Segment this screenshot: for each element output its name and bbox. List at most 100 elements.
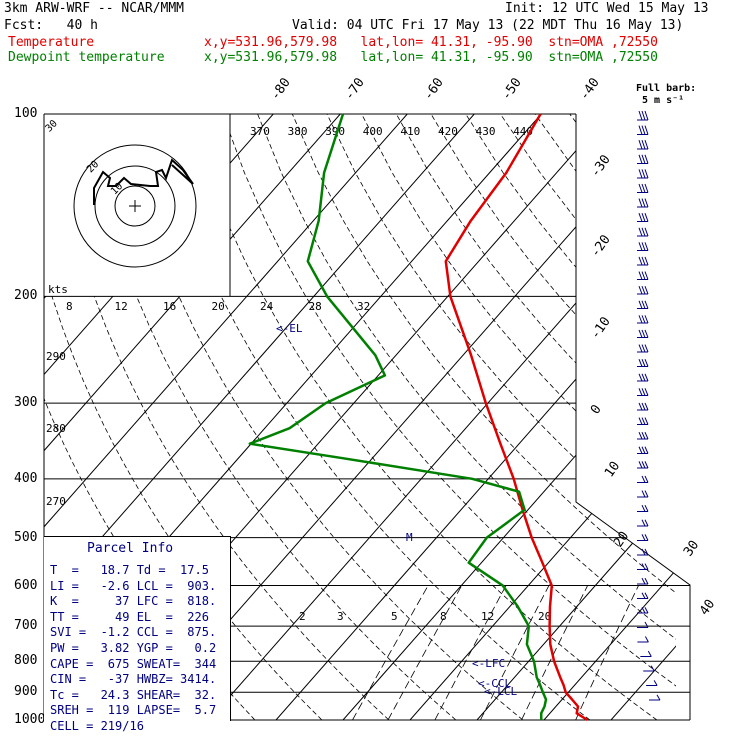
wind-barb-flag (638, 198, 643, 208)
wind-barb-flag (644, 110, 649, 121)
wind-barb-flag (641, 417, 646, 425)
wind-barb-flag (656, 694, 661, 701)
wind-barb-flag (638, 358, 643, 367)
mixing-ratio-label: 5 (391, 610, 398, 623)
isotherm-label: -80 (268, 75, 294, 103)
pressure-tick-label: 900 (14, 684, 38, 700)
wind-barb-flag (644, 417, 649, 425)
wind-barb-flag (638, 417, 643, 425)
theta-side-label: 290 (46, 350, 66, 363)
dry-adiabat (222, 114, 676, 687)
wind-barb-flag (644, 140, 649, 150)
hodograph-trace (93, 158, 194, 205)
wind-barb-flag (644, 329, 649, 338)
theta-label: 380 (288, 125, 308, 138)
wind-barb-flag (638, 315, 643, 324)
lfc-level-label: <-LFC (472, 657, 505, 670)
wind-barb-flag (641, 125, 646, 135)
mixing-ratio-line (480, 585, 550, 720)
wind-barb-flag (641, 227, 646, 237)
parcel-info-row: TT = 49 EL = 226 (50, 609, 209, 624)
theta-label: 410 (400, 125, 420, 138)
dewpoint-legend-label: Dewpoint temperature (8, 50, 165, 65)
dry-adiabat (44, 267, 323, 720)
temperature-legend-label: Temperature (8, 35, 95, 50)
wind-barb-flag (638, 213, 643, 222)
wind-barb-flag (641, 169, 646, 179)
wind-barb-flag (641, 519, 646, 527)
wind-barb-flag (641, 592, 646, 599)
wind-barb-flag (644, 388, 649, 396)
wind-barb-flag (638, 344, 643, 353)
wind-barb-flag (644, 534, 649, 541)
wind-barb-flag (644, 431, 649, 440)
wind-barb-flag (644, 461, 649, 469)
wind-barb-flag (644, 183, 649, 193)
mixing-ratio-label: 20 (538, 610, 551, 623)
dry-adiabat (257, 114, 676, 640)
parcel-info-row: CELL = 219/16 (50, 719, 144, 733)
dry-adiabat (118, 114, 524, 720)
wind-barb-flag (641, 329, 646, 338)
wind-barb-flag (641, 534, 646, 541)
wind-barb-flag (638, 110, 643, 121)
wind-barb-flag (641, 577, 646, 585)
wind-barb-flag (638, 402, 643, 411)
wind-barb-flag (638, 388, 643, 396)
wind-barb-flag (638, 183, 643, 193)
wind-barb-flag (644, 169, 649, 179)
wind-barb-flag (641, 256, 646, 266)
wind-barb-flag (641, 504, 646, 512)
wind-barb-flag (638, 256, 643, 266)
wind-barb-flag (644, 490, 649, 498)
wind-barb-flag (638, 242, 643, 251)
isotherm-label: 40 (697, 597, 718, 618)
wind-barb-flag (644, 607, 649, 614)
mixing-ratio-label: 8 (440, 610, 447, 623)
wind-barb-flag (644, 577, 649, 585)
wind-barb-flag (641, 242, 646, 251)
wind-barb-flag (638, 154, 643, 164)
wind-barb-flag (641, 358, 646, 367)
wind-barb-flag (644, 402, 649, 411)
wind-barb-flag (641, 344, 646, 353)
wind-barb-flag (641, 198, 646, 208)
mixing-ratio-line (352, 585, 429, 720)
parcel-info-row: SREH = 119 LAPSE= 5.7 (50, 703, 217, 718)
dry-adiabat (673, 114, 676, 118)
dry-adiabat (291, 114, 676, 594)
wind-barb-flag (644, 358, 649, 367)
wind-barb-flag (641, 213, 646, 222)
wind-barb-flag (644, 300, 649, 309)
kts-tick-label: 28 (309, 300, 322, 313)
isotherm-label: 10 (602, 459, 623, 480)
theta-label: 420 (438, 125, 458, 138)
wind-barb-flag (638, 271, 643, 280)
parcel-info-row: PW = 3.82 YGP = 0.2 (50, 641, 217, 655)
plot-border (575, 114, 691, 720)
kts-label: kts (48, 283, 68, 296)
isotherm-line (275, 264, 676, 720)
theta-label: 370 (250, 125, 270, 138)
model-title: 3km ARW-WRF -- NCAR/MMM (4, 1, 185, 16)
wind-barb-flag (647, 650, 652, 657)
wind-barb-flag (644, 548, 649, 556)
wind-barb-flag (638, 227, 643, 237)
mixing-ratio-line (387, 585, 463, 720)
pressure-tick-label: 600 (14, 577, 38, 593)
wind-barb-flag (641, 461, 646, 469)
wind-barb-flag (641, 446, 646, 454)
parcel-info-title: Parcel Info (87, 541, 174, 556)
parcel-info-row: K = 37 LFC = 818. (50, 594, 217, 609)
wind-barb-flag (638, 431, 643, 440)
isotherm-line (44, 114, 475, 604)
dry-adiabat (395, 114, 676, 460)
isotherm-line (0, 114, 5, 720)
el-level-label: <-EL (276, 322, 303, 335)
wind-barb-flag (644, 227, 649, 237)
init-time: Init: 12 UTC Wed 15 May 13 (505, 1, 709, 16)
wind-barb-flag (638, 286, 643, 295)
parcel-info-row: T = 18.7 Td = 17.5 (50, 563, 209, 577)
kts-tick-label: 16 (163, 300, 176, 313)
